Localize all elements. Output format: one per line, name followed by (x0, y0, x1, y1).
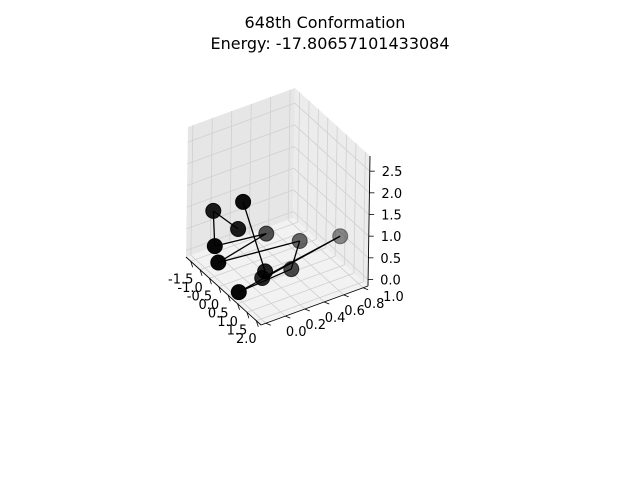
grid-line-z-left (186, 146, 295, 186)
grid-line-y-left (248, 103, 252, 234)
grid-line-x-floor (246, 272, 355, 313)
grid-line-z-left (186, 189, 294, 230)
grid-line-x-back (306, 100, 310, 231)
grid-line-x-back (334, 126, 338, 257)
x-tick-label: 0.5 (208, 306, 229, 321)
grid-line-y-left (268, 96, 272, 227)
grid-line-z-back (294, 102, 371, 172)
x-tick-label: 1.5 (227, 323, 248, 338)
tick-labels: -1.5-1.0-0.50.00.51.01.52.0 0.00.20.40.60… (168, 165, 404, 347)
y-tick-label: 0.0 (286, 325, 307, 340)
y-tick-label: 0.6 (344, 304, 365, 319)
atom-point (258, 225, 275, 242)
axis-lines (185, 155, 375, 327)
x-tick-label: -0.5 (187, 289, 212, 304)
x-tick-label: 1.0 (217, 315, 238, 330)
grid-line-x-back (353, 143, 357, 274)
z-axis-line (367, 155, 371, 287)
atom-point (257, 263, 274, 280)
grid-line-y-left (287, 89, 291, 220)
x-tick-mark (255, 320, 259, 327)
grid-line-y-floor (190, 254, 267, 324)
grid-line-x-back (344, 134, 347, 265)
y-tick-mark (343, 294, 349, 298)
grid-line-x-back (316, 109, 319, 240)
z-tick-label: 0.5 (380, 252, 401, 267)
grid-line-x-floor (256, 281, 364, 322)
y-tick-mark (324, 301, 330, 305)
grid-line-y-left (190, 125, 194, 256)
y-tick-label: 0.2 (305, 318, 326, 333)
z-tick-label: 1.0 (381, 230, 402, 245)
atom-point (235, 193, 252, 210)
atom-point (230, 284, 247, 301)
grid-line-z-back (293, 167, 370, 237)
x-tick-mark (190, 261, 194, 268)
y-tick-mark (304, 308, 310, 312)
grid-line-y-floor (287, 219, 364, 289)
atom-point (332, 228, 349, 245)
bond-line (261, 235, 341, 279)
grid-line-y-left (209, 118, 213, 249)
x-tick-label: 0.0 (198, 298, 219, 313)
y-tick-label: 0.4 (325, 311, 346, 326)
bond-line (242, 201, 266, 272)
grid-line-x-floor (237, 264, 345, 305)
y-tick-label: 1.0 (383, 290, 404, 305)
grid-line-z-back (294, 124, 370, 194)
z-tick-label: 2.0 (381, 187, 402, 202)
grid-line-z-left (186, 167, 294, 208)
y-axis-line (260, 285, 369, 326)
z-tick-label: 1.5 (381, 209, 402, 224)
grid-line-z-back (292, 211, 369, 280)
x-tick-mark (227, 295, 231, 302)
grid-line-x-back (325, 117, 329, 248)
grid-line-x-back (297, 92, 301, 223)
grid-line-z-back (293, 146, 370, 215)
chart-title-line-2: Energy: -17.80657101433084 (210, 34, 449, 53)
atom-points (205, 193, 349, 301)
atom-point (205, 202, 222, 219)
x-tick-label: -1.5 (168, 272, 193, 287)
grid-line-z-left (187, 102, 295, 143)
z-tick-label: 0.0 (380, 274, 401, 289)
grid-line-x-floor (190, 221, 298, 262)
grid-line-y-floor (268, 226, 344, 296)
bond-line (217, 233, 267, 264)
bond-line (214, 232, 267, 247)
x-tick-mark (218, 286, 222, 293)
y-tick-mark (265, 322, 272, 326)
grid-line-x-back (362, 151, 366, 282)
x-tick-mark (237, 303, 240, 310)
x-tick-mark (209, 278, 212, 285)
atom-point (230, 221, 247, 237)
y-tick-mark (362, 287, 369, 291)
grid-line-z-back (293, 189, 369, 259)
grid-line-y-left (229, 111, 233, 242)
x-tick-mark (199, 269, 203, 276)
atom-point (206, 238, 223, 255)
y-tick-label: 0.8 (364, 297, 385, 312)
x-tick-label: -1.0 (177, 281, 202, 296)
chart-title-line-1: 648th Conformation (245, 13, 406, 32)
grid-line-z-left (187, 124, 295, 165)
x-tick-mark (246, 312, 250, 319)
z-tick-label: 2.5 (382, 165, 403, 180)
x-tick-label: 2.0 (236, 332, 257, 347)
x-axis-line (185, 256, 262, 326)
y-tick-mark (285, 315, 291, 319)
back-wall-pane (293, 88, 370, 286)
atom-point (283, 261, 300, 278)
atom-point (291, 233, 308, 249)
atom-point (210, 254, 227, 271)
